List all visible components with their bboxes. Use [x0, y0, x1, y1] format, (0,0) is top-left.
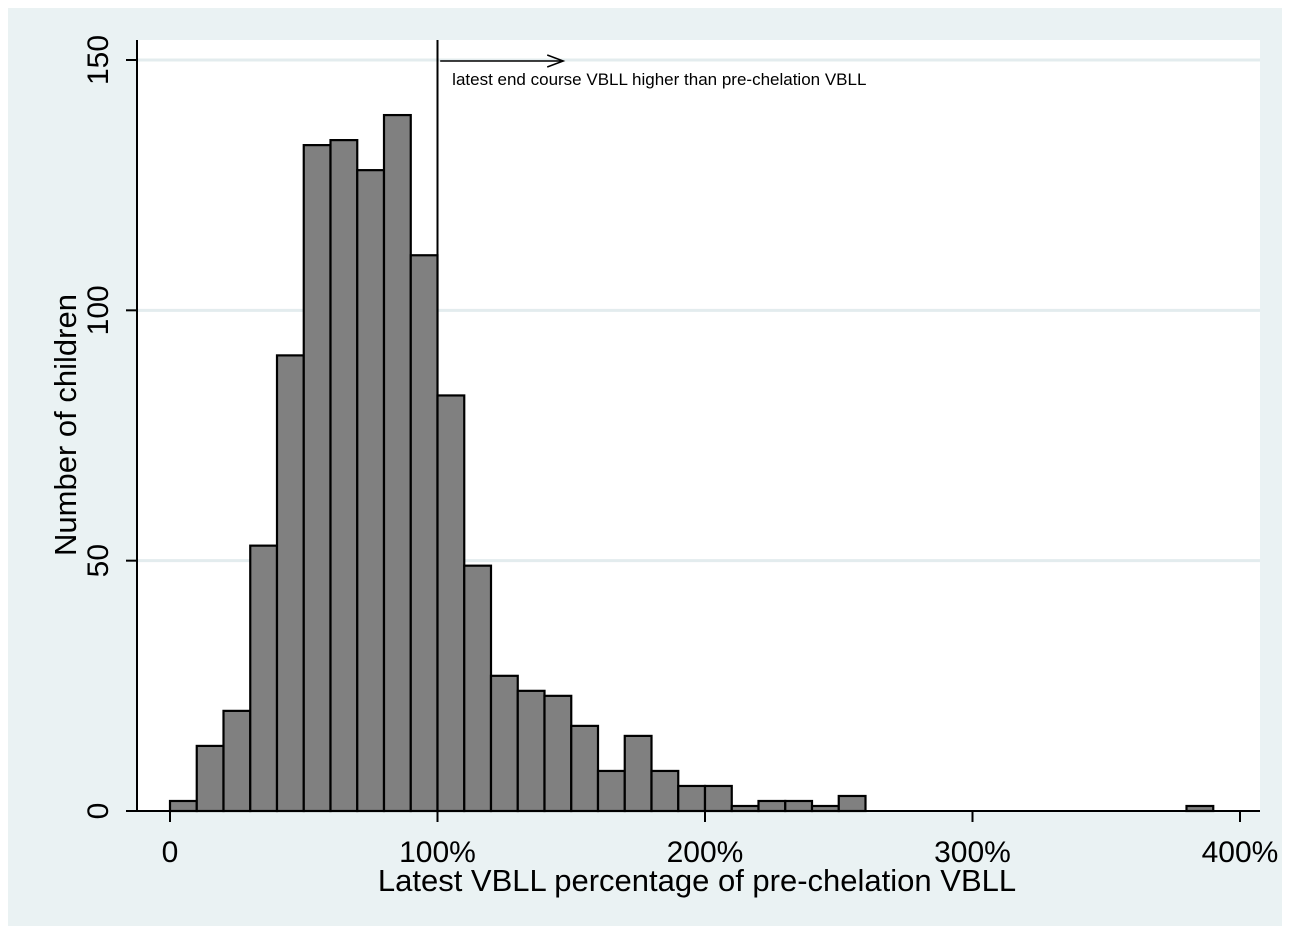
histogram-bar	[275, 354, 305, 813]
y-tick-label: 150	[82, 35, 115, 85]
histogram-bar	[677, 784, 707, 813]
y-ticks: 0 50 100 150	[82, 35, 137, 819]
histogram-bar	[463, 564, 493, 813]
y-tick-label: 0	[82, 803, 115, 820]
histogram-bar	[837, 794, 867, 813]
histogram-bar	[436, 394, 466, 813]
histogram-bar	[489, 674, 519, 813]
histogram-bar	[516, 689, 546, 813]
x-axis-title: Latest VBLL percentage of pre-chelation …	[378, 863, 1016, 898]
annotation-arrowhead	[546, 54, 566, 68]
histogram-bar	[570, 724, 600, 813]
axes	[130, 40, 1260, 812]
annotation-text: latest end course VBLL higher than pre-c…	[452, 70, 866, 89]
histogram-bar	[409, 254, 439, 813]
histogram-bar	[543, 694, 573, 813]
histogram-bar	[650, 769, 680, 813]
annotation-group: latest end course VBLL higher than pre-c…	[440, 54, 866, 89]
x-tick-label: 0	[162, 836, 179, 869]
histogram-bar	[596, 769, 626, 813]
histogram-bar	[623, 734, 653, 813]
histogram-bar	[329, 139, 359, 813]
histogram-bar	[222, 709, 252, 813]
bars	[168, 113, 1215, 813]
histogram-bar	[784, 799, 814, 813]
x-ticks: 0 100% 200% 300% 400%	[162, 811, 1279, 869]
x-tick-label: 200%	[667, 836, 744, 869]
histogram-bar	[168, 799, 198, 813]
histogram-bar	[249, 544, 279, 813]
histogram-bar	[382, 113, 412, 813]
y-tick-label: 50	[82, 544, 115, 577]
y-tick-label: 100	[82, 285, 115, 335]
histogram-bar	[195, 744, 225, 813]
x-tick-label: 100%	[399, 836, 476, 869]
histogram-bar	[356, 169, 386, 813]
x-tick-label: 400%	[1202, 836, 1279, 869]
histogram-bar	[703, 784, 733, 813]
x-tick-label: 300%	[934, 836, 1011, 869]
histogram-bar	[757, 799, 787, 813]
y-axis-title: Number of children	[48, 294, 83, 556]
histogram-bar	[302, 144, 332, 813]
